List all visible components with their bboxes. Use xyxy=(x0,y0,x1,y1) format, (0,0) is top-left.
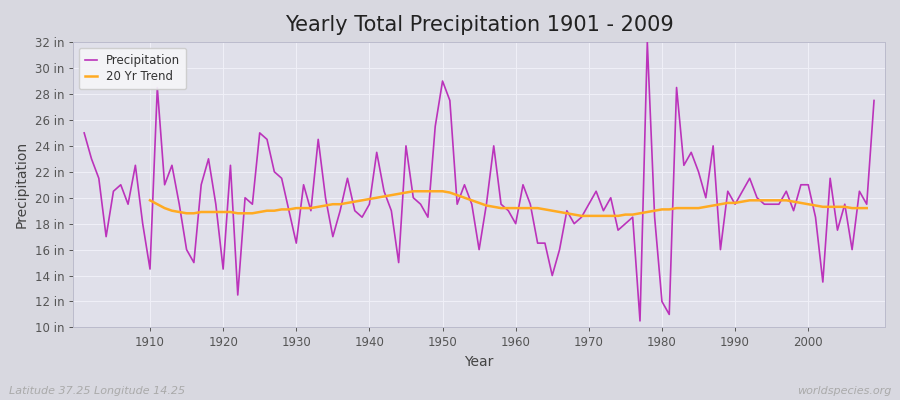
Precipitation xyxy=(868,98,879,103)
20 Yr Trend xyxy=(145,198,156,203)
20 Yr Trend xyxy=(408,189,418,194)
20 Yr Trend xyxy=(335,202,346,207)
X-axis label: Year: Year xyxy=(464,355,494,369)
Text: Latitude 37.25 Longitude 14.25: Latitude 37.25 Longitude 14.25 xyxy=(9,386,185,396)
20 Yr Trend xyxy=(576,214,587,218)
Y-axis label: Precipitation: Precipitation xyxy=(15,141,29,228)
Precipitation xyxy=(634,318,645,323)
20 Yr Trend xyxy=(532,206,543,210)
20 Yr Trend xyxy=(313,204,324,209)
20 Yr Trend xyxy=(861,206,872,210)
Line: Precipitation: Precipitation xyxy=(85,42,874,321)
Precipitation xyxy=(342,176,353,181)
20 Yr Trend xyxy=(723,200,734,205)
20 Yr Trend xyxy=(510,206,521,210)
Precipitation xyxy=(510,221,521,226)
Precipitation xyxy=(79,130,90,135)
20 Yr Trend xyxy=(364,197,374,202)
Precipitation xyxy=(138,221,148,226)
Precipitation xyxy=(503,208,514,213)
Precipitation xyxy=(598,208,608,213)
Legend: Precipitation, 20 Yr Trend: Precipitation, 20 Yr Trend xyxy=(79,48,186,89)
Precipitation xyxy=(642,40,652,44)
Text: worldspecies.org: worldspecies.org xyxy=(796,386,891,396)
Title: Yearly Total Precipitation 1901 - 2009: Yearly Total Precipitation 1901 - 2009 xyxy=(284,15,673,35)
Precipitation xyxy=(298,182,309,187)
Line: 20 Yr Trend: 20 Yr Trend xyxy=(150,191,867,216)
